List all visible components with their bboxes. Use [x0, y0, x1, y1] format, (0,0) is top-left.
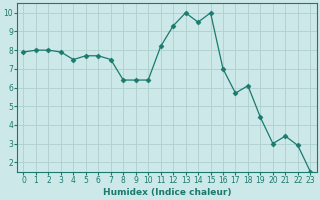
X-axis label: Humidex (Indice chaleur): Humidex (Indice chaleur) — [103, 188, 231, 197]
